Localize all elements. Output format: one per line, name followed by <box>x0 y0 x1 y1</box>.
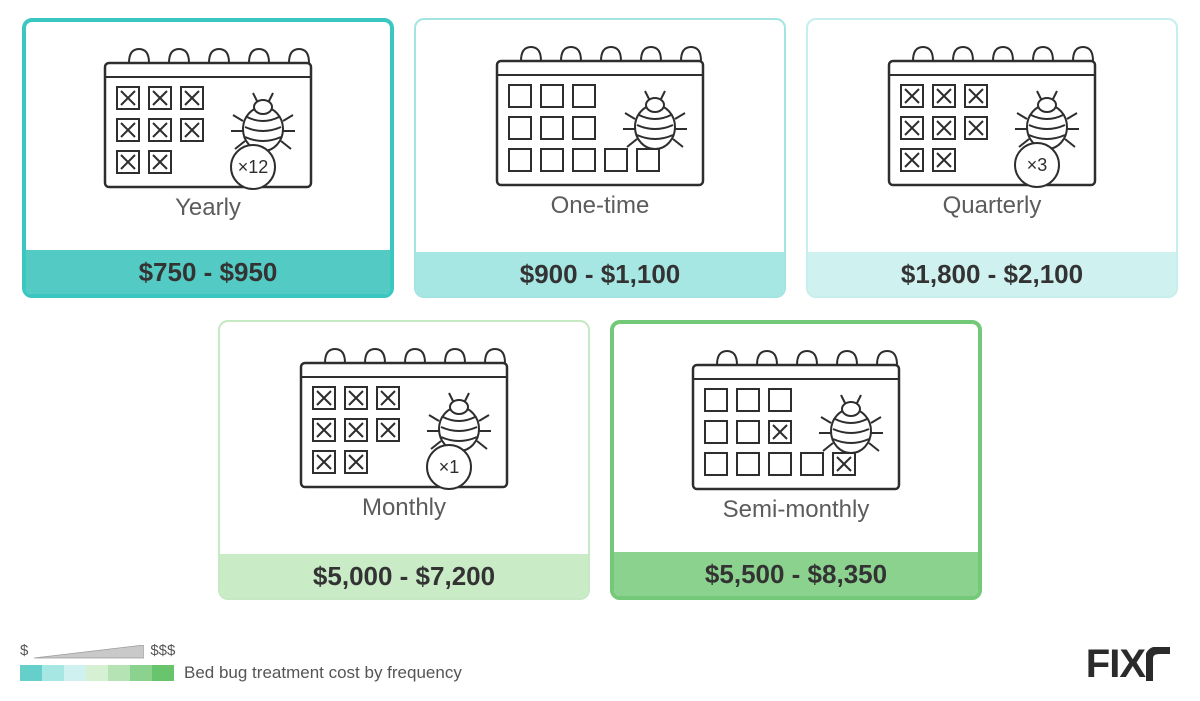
legend-swatches <box>20 665 174 681</box>
price-bar: $1,800 - $2,100 <box>808 252 1176 296</box>
legend-swatch <box>20 665 42 681</box>
legend-min: $ <box>20 642 28 659</box>
cost-card-onetime: One-time $900 - $1,100 <box>414 18 786 298</box>
card-label: Yearly <box>175 194 241 222</box>
cost-card-monthly: ×1 Monthly $5,000 - $7,200 <box>218 320 590 600</box>
legend-swatch <box>42 665 64 681</box>
legend-max: $$$ <box>150 642 175 659</box>
legend-swatch <box>108 665 130 681</box>
calendar-bug-icon: ×1 <box>220 322 588 492</box>
svg-text:×12: ×12 <box>238 157 269 177</box>
card-label: Monthly <box>362 494 446 522</box>
legend-swatch <box>86 665 108 681</box>
legend-caption: Bed bug treatment cost by frequency <box>184 663 462 683</box>
calendar-bug-icon: ×12 <box>26 22 390 192</box>
legend-swatch <box>152 665 174 681</box>
price-bar: $900 - $1,100 <box>416 252 784 296</box>
cost-card-quarterly: ×3 Quarterly $1,800 - $2,100 <box>806 18 1178 298</box>
price-bar: $5,500 - $8,350 <box>614 552 978 596</box>
calendar-bug-icon: ×3 <box>808 20 1176 190</box>
svg-text:×3: ×3 <box>1027 155 1048 175</box>
price-bar: $750 - $950 <box>26 250 390 294</box>
calendar-bug-icon <box>614 324 978 494</box>
price-bar: $5,000 - $7,200 <box>220 554 588 598</box>
calendar-bug-icon <box>416 20 784 190</box>
svg-text:×1: ×1 <box>439 457 460 477</box>
logo-text: FIX <box>1086 642 1145 687</box>
card-label: Semi-monthly <box>723 496 870 524</box>
legend-wedge-icon <box>34 645 144 659</box>
legend-swatch <box>130 665 152 681</box>
card-label: One-time <box>551 192 650 220</box>
fixr-logo: FIX <box>1086 642 1176 687</box>
legend-swatch <box>64 665 86 681</box>
cost-card-yearly: ×12 Yearly $750 - $950 <box>22 18 394 298</box>
legend: $ $$$ Bed bug treatment cost by frequenc… <box>20 642 462 683</box>
cost-card-semimonthly: Semi-monthly $5,500 - $8,350 <box>610 320 982 600</box>
card-label: Quarterly <box>943 192 1042 220</box>
